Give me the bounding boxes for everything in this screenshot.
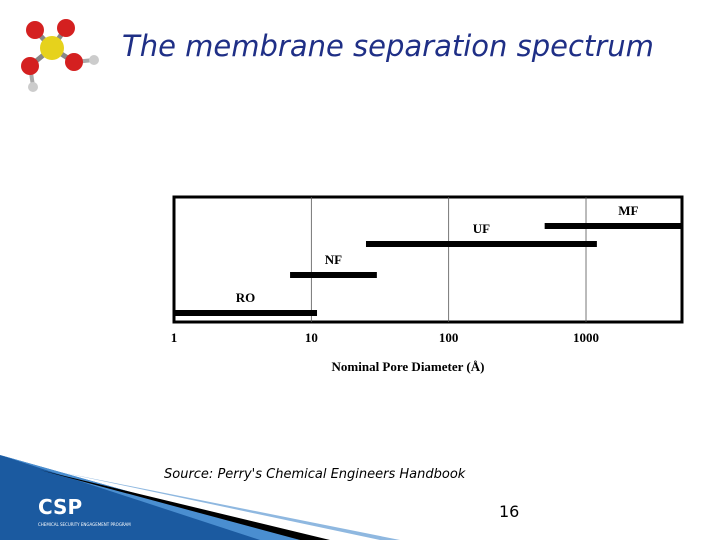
- bar-label: NF: [325, 252, 342, 267]
- x-tick-label: 100: [439, 330, 459, 345]
- footer-decoration: [0, 455, 400, 540]
- molecule-icon: [21, 19, 99, 92]
- range-bar: [544, 223, 682, 229]
- range-bar: [365, 241, 597, 247]
- x-tick-label: 1000: [573, 330, 599, 345]
- source-note: Source: Perry's Chemical Engineers Handb…: [164, 467, 466, 482]
- chart: 1 10 100 1000 Nominal Pore Diameter (Å) RO NF U…: [171, 195, 684, 374]
- logo-subtitle: CHEMICAL SECURITY ENGAGEMENT PROGRAM: [38, 522, 131, 527]
- bar-label: UF: [473, 221, 490, 236]
- x-axis-label: Nominal Pore Diameter (Å): [332, 359, 485, 374]
- range-bar: [174, 310, 318, 316]
- bar-label: RO: [236, 290, 256, 305]
- logo-name: CSP: [38, 495, 82, 519]
- page-number: 16: [499, 502, 519, 521]
- bar-label: MF: [618, 203, 638, 218]
- plot-frame: [172, 195, 684, 324]
- slide-title: The membrane separation spectrum: [122, 29, 654, 63]
- x-tick-label: 1: [171, 330, 178, 345]
- x-tick-label: 10: [305, 330, 318, 345]
- range-bar: [290, 272, 377, 278]
